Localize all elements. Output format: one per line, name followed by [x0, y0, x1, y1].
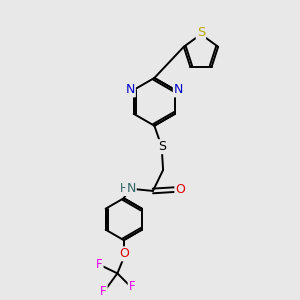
Text: F: F — [129, 280, 135, 293]
Text: N: N — [174, 83, 183, 96]
Text: F: F — [100, 286, 107, 298]
Text: F: F — [96, 257, 103, 271]
Text: S: S — [197, 26, 205, 39]
Text: O: O — [119, 247, 129, 260]
Text: S: S — [158, 140, 166, 153]
Text: H: H — [120, 182, 129, 195]
Text: N: N — [126, 182, 136, 195]
Text: O: O — [175, 183, 185, 196]
Text: N: N — [125, 83, 135, 96]
